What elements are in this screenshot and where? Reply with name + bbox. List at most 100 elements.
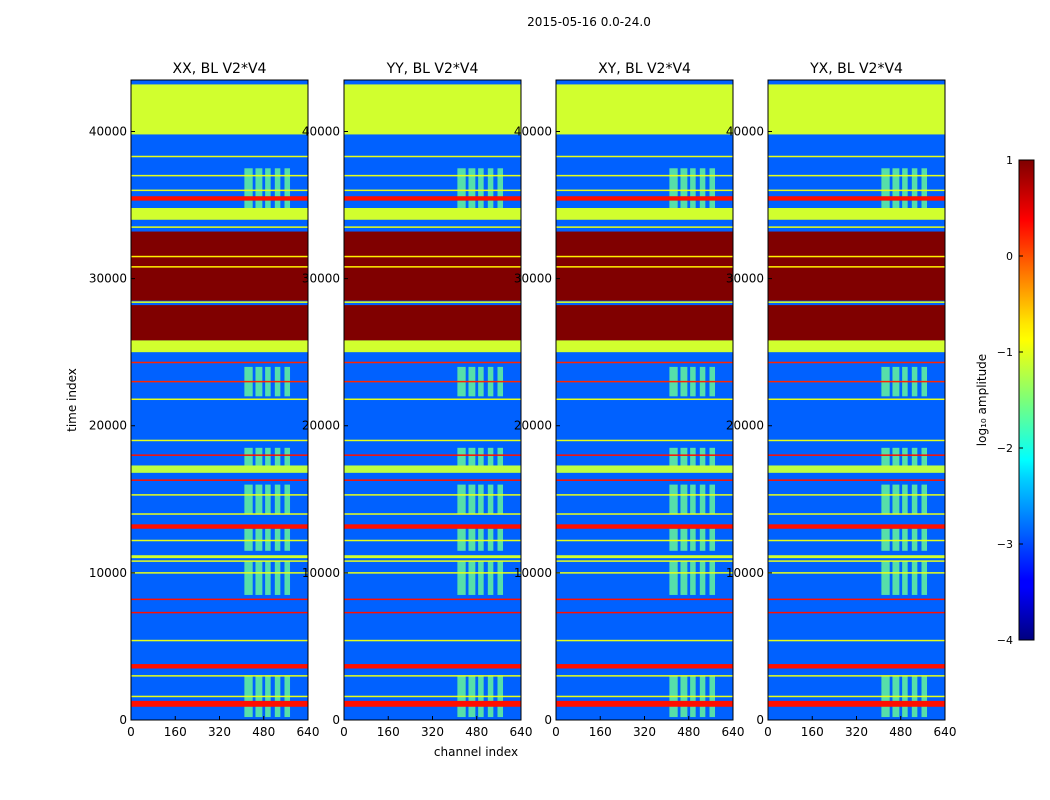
colorbar-tick-label: −1 xyxy=(997,346,1013,359)
flag-line xyxy=(131,539,308,542)
rfi-block xyxy=(284,168,291,208)
y-tick-label: 20000 xyxy=(89,419,127,433)
flag-band xyxy=(556,700,733,707)
rfi-block xyxy=(902,561,908,595)
rfi-block xyxy=(255,484,263,515)
flag-line xyxy=(131,454,308,456)
flag-line xyxy=(768,255,945,258)
rfi-block xyxy=(690,447,696,466)
colorbar-tick-label: −3 xyxy=(997,538,1013,551)
flag-line xyxy=(556,539,733,542)
rfi-block xyxy=(478,484,484,515)
rfi-block xyxy=(699,447,706,466)
flag-band xyxy=(556,555,733,559)
rfi-block xyxy=(881,484,890,515)
flag-line xyxy=(344,380,521,383)
rfi-block xyxy=(709,561,716,595)
y-tick-label: 30000 xyxy=(89,272,127,286)
rfi-block xyxy=(255,561,263,595)
colorbar-gradient xyxy=(1018,159,1035,641)
colorbar-tick-label: 0 xyxy=(1006,250,1013,263)
flag-band xyxy=(768,196,945,201)
y-tick-label: 40000 xyxy=(89,124,127,138)
y-tick-label: 10000 xyxy=(302,566,340,580)
rfi-block xyxy=(669,561,678,595)
flag-line xyxy=(556,155,733,158)
flag-band xyxy=(131,465,308,473)
flag-line xyxy=(768,380,945,383)
rfi-block xyxy=(669,168,678,208)
rfi-block xyxy=(487,168,494,208)
flag-line xyxy=(556,598,733,601)
flag-line xyxy=(556,513,733,515)
y-tick-label: 40000 xyxy=(726,124,764,138)
y-tick-label: 0 xyxy=(119,713,127,727)
rfi-block xyxy=(902,447,908,466)
rfi-block xyxy=(497,168,504,208)
rfi-block xyxy=(921,447,928,466)
flag-band xyxy=(344,465,521,473)
flag-band xyxy=(556,465,733,473)
x-tick-label: 160 xyxy=(801,725,824,739)
rfi-block xyxy=(274,484,281,515)
y-tick-label: 0 xyxy=(544,713,552,727)
rfi-block xyxy=(699,561,706,595)
rfi-block xyxy=(921,484,928,515)
rfi-block xyxy=(255,447,263,466)
flag-line xyxy=(344,494,521,496)
flag-line xyxy=(556,439,733,442)
flag-line xyxy=(768,611,945,614)
colorbar-tick-label: −2 xyxy=(997,442,1013,455)
flag-band xyxy=(556,305,733,341)
flag-line xyxy=(131,611,308,614)
rfi-block xyxy=(265,561,271,595)
rfi-block xyxy=(892,484,900,515)
flag-band xyxy=(556,84,733,135)
flag-line xyxy=(344,398,521,401)
flag-line xyxy=(556,380,733,383)
flag-band xyxy=(768,664,945,669)
flag-band xyxy=(768,524,945,529)
y-tick-label: 30000 xyxy=(726,272,764,286)
flag-line xyxy=(344,155,521,158)
flag-line xyxy=(131,479,308,481)
rfi-block xyxy=(274,168,281,208)
flag-line xyxy=(556,572,733,574)
flag-line xyxy=(768,695,945,698)
figure-suptitle: 2015-05-16 0.0-24.0 xyxy=(527,15,651,29)
flag-band xyxy=(344,208,521,220)
rfi-block xyxy=(265,447,271,466)
rfi-block xyxy=(478,561,484,595)
flag-line xyxy=(131,572,308,574)
rfi-block xyxy=(468,447,476,466)
x-tick-label: 480 xyxy=(465,725,488,739)
rfi-block xyxy=(468,561,476,595)
panel-title: XY, BL V2*V4 xyxy=(598,61,691,77)
flag-line xyxy=(344,439,521,442)
rfi-block xyxy=(468,168,476,208)
flag-line xyxy=(344,301,521,303)
rfi-block xyxy=(468,484,476,515)
rfi-block xyxy=(265,168,271,208)
rfi-block xyxy=(699,484,706,515)
flag-band xyxy=(768,305,945,341)
rfi-block xyxy=(669,447,678,466)
flag-line xyxy=(768,598,945,601)
y-axis-label: time index xyxy=(65,368,79,432)
flag-line xyxy=(344,675,521,677)
flag-line xyxy=(131,675,308,677)
flag-band xyxy=(131,196,308,201)
flag-line xyxy=(131,513,308,515)
colorbar-label: log₁₀ amplitude xyxy=(975,354,989,446)
rfi-block xyxy=(457,484,466,515)
rfi-block xyxy=(680,168,688,208)
flag-band xyxy=(556,664,733,669)
flag-band xyxy=(131,340,308,353)
flag-line xyxy=(344,189,521,192)
rfi-block xyxy=(497,561,504,595)
rfi-block xyxy=(911,168,918,208)
x-tick-label: 160 xyxy=(589,725,612,739)
rfi-block xyxy=(244,484,253,515)
flag-band xyxy=(344,340,521,353)
